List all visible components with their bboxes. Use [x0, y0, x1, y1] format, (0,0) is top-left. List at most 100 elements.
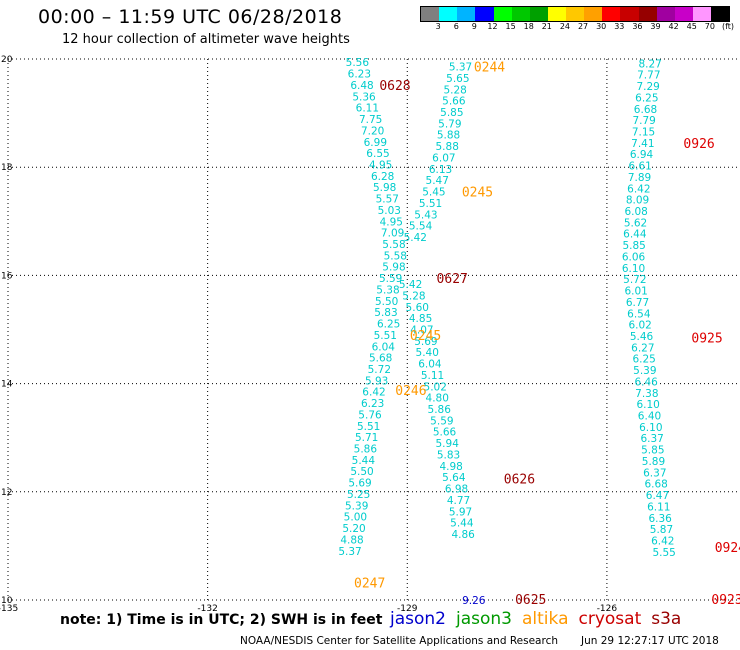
wave-height-value: 5.20	[342, 523, 365, 535]
wave-height-value: 6.94	[630, 149, 654, 161]
wave-height-value: 5.43	[414, 209, 437, 221]
colorbar-label: 15	[505, 22, 516, 31]
footer-note: note: 1) Time is in UTC; 2) SWH is in fe…	[60, 612, 383, 628]
wave-height-value: 6.11	[647, 501, 670, 513]
wave-height-value: 5.25	[347, 489, 370, 501]
pass-label: 0926	[683, 137, 714, 152]
wave-height-value: 8.09	[626, 195, 649, 207]
colorbar-swatch	[584, 7, 603, 21]
wave-height-value: 5.65	[446, 73, 469, 85]
colorbar-label: 18	[523, 22, 534, 31]
wave-height-value: 5.28	[443, 84, 466, 96]
wave-height-value: 5.87	[650, 524, 673, 536]
colorbar-label: 36	[632, 22, 643, 31]
y-tick-label: 14	[1, 380, 13, 390]
wave-height-value: 6.36	[648, 513, 672, 525]
y-tick-label: 10	[1, 596, 13, 606]
pass-label: 0244	[474, 61, 505, 76]
wave-height-value: 5.40	[416, 347, 439, 359]
colorbar-label: 70	[704, 22, 715, 31]
wave-height-value: 6.01	[624, 286, 647, 298]
wave-height-value: 5.11	[421, 370, 444, 382]
wave-height-value: 6.40	[638, 411, 661, 423]
y-tick-label: 18	[1, 163, 13, 173]
wave-height-value: 6.02	[628, 320, 651, 332]
wave-height-value: 5.83	[374, 307, 397, 319]
wave-height-value: 5.45	[422, 187, 445, 199]
colorbar-swatch	[674, 7, 693, 21]
wave-height-value: 5.42	[404, 232, 427, 244]
wave-height-value: 6.42	[627, 183, 650, 195]
wave-height-value: 6.10	[639, 422, 662, 434]
pass-label: 0245	[462, 186, 493, 201]
credit-text: NOAA/NESDIS Center for Satellite Applica…	[240, 635, 558, 647]
wave-height-value: 7.29	[636, 81, 659, 93]
pass-label: 0247	[354, 577, 385, 592]
colorbar-swatch	[421, 7, 440, 21]
wave-height-value: 5.83	[437, 449, 460, 461]
wave-height-value: 5.39	[345, 500, 368, 512]
wave-height-value: 5.68	[369, 353, 392, 365]
axis-tick-labels: -135-132-129-126-123-12101214161820	[0, 55, 618, 614]
pass-label: 0924	[715, 541, 740, 556]
wave-height-value: 5.54	[409, 221, 433, 233]
wave-height-value: 6.42	[651, 535, 674, 547]
wave-height-value: 6.46	[634, 376, 658, 388]
x-tick-label: -126	[597, 604, 618, 614]
wave-height-value: 5.00	[344, 512, 367, 524]
wave-height-value: 4.77	[447, 495, 470, 507]
wave-height-value: 6.42	[362, 387, 385, 399]
wave-height-value: 6.28	[371, 171, 394, 183]
wave-height-value: 6.99	[364, 137, 387, 149]
wave-height-value: 6.54	[627, 308, 651, 320]
colorbar-label: 6	[453, 22, 459, 31]
colorbar-label: (ft)	[721, 22, 735, 31]
wave-height-value: 5.86	[354, 444, 378, 456]
pass-label: 0246	[395, 384, 426, 399]
colorbar-label: 27	[577, 22, 589, 31]
colorbar-label: 12	[487, 22, 498, 31]
wave-height-value: 5.60	[406, 302, 429, 314]
wave-height-value: 5.62	[624, 217, 647, 229]
wave-height-value: 5.85	[622, 240, 645, 252]
wave-height-value: 6.08	[624, 206, 647, 218]
legend-entry-jason2: jason2	[390, 609, 446, 629]
colorbar-swatch	[711, 7, 730, 21]
wave-height-value: 5.47	[426, 175, 449, 187]
y-tick-label: 16	[1, 271, 13, 281]
wave-height-value: 6.98	[445, 484, 468, 496]
wave-height-value: 5.66	[442, 96, 466, 108]
wave-height-value: 7.15	[632, 126, 655, 138]
wave-height-value: 7.77	[637, 70, 660, 82]
wave-height-value: 5.69	[414, 336, 437, 348]
wave-height-value: 6.07	[432, 152, 455, 164]
x-tick-label: -129	[397, 604, 418, 614]
colorbar-label: 39	[650, 22, 661, 31]
wave-height-values: 5.566.236.485.366.117.757.206.996.554.95…	[338, 57, 675, 607]
wave-height-value: 6.23	[348, 69, 371, 81]
wave-height-value: 5.85	[440, 107, 463, 119]
wave-height-value: 5.98	[382, 262, 405, 274]
colorbar-swatch	[656, 7, 675, 21]
colorbar-swatch	[457, 7, 476, 21]
colorbar-swatch	[493, 7, 512, 21]
wave-height-value: 6.23	[361, 398, 384, 410]
pass-labels: 0244 0628 0245 0627 0245 0246 0626 0247 0625 0926…	[354, 61, 740, 608]
generated-timestamp: Jun 29 12:27:17 UTC 2018	[581, 635, 719, 647]
wave-height-value: 4.07	[410, 325, 433, 337]
wave-height-value: 5.98	[373, 182, 396, 194]
wave-height-value: 7.38	[635, 388, 658, 400]
wave-height-value: 5.02	[424, 381, 447, 393]
wave-height-value: 5.42	[399, 279, 422, 291]
wave-height-value: 6.48	[350, 80, 373, 92]
pass-label: 0923	[711, 593, 740, 608]
wave-height-value: 7.41	[631, 138, 654, 150]
pass-label: 0628	[379, 79, 410, 94]
colorbar-label: 30	[596, 22, 607, 31]
wave-height-value: 5.50	[350, 466, 373, 478]
wave-height-value: 6.11	[356, 103, 379, 115]
pass-label: 0925	[691, 332, 722, 347]
wave-height-value: 6.61	[628, 161, 651, 173]
wave-height-value: 5.36	[352, 91, 376, 103]
